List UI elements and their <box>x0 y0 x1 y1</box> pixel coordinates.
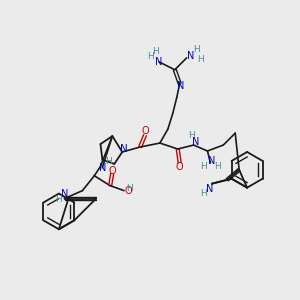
Text: N: N <box>208 156 215 166</box>
Text: N: N <box>192 137 199 147</box>
Text: N: N <box>120 144 128 154</box>
Text: H: H <box>200 162 207 171</box>
Text: N: N <box>206 184 214 194</box>
Text: H: H <box>148 52 154 62</box>
Text: N: N <box>177 81 184 91</box>
Text: H: H <box>200 189 207 198</box>
Text: H: H <box>153 47 159 56</box>
Text: O: O <box>141 126 149 136</box>
Text: O: O <box>176 162 184 172</box>
Text: N: N <box>187 51 194 61</box>
Text: N: N <box>61 189 68 199</box>
Text: H: H <box>193 45 200 54</box>
Text: O: O <box>108 166 116 176</box>
Text: H: H <box>188 130 195 140</box>
Text: H: H <box>197 55 204 64</box>
Text: H: H <box>56 195 62 204</box>
Text: N: N <box>155 57 163 67</box>
Text: H: H <box>105 158 112 166</box>
Text: N: N <box>99 163 106 173</box>
Text: H: H <box>214 162 221 171</box>
Text: O: O <box>124 186 132 196</box>
Text: H: H <box>127 184 134 193</box>
